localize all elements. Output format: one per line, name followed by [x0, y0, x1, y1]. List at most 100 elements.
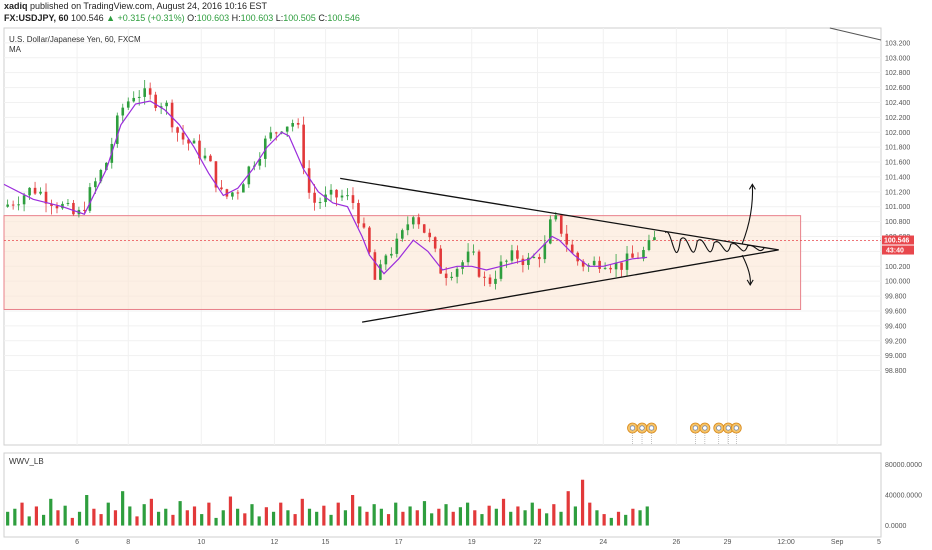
- x-tick-label: 5: [877, 539, 881, 546]
- author-name[interactable]: xadiq: [4, 1, 28, 11]
- close-value: 100.546: [327, 13, 360, 23]
- y-tick-label: 101.400: [885, 174, 910, 181]
- volume-bar: [200, 514, 204, 526]
- chart-header: xadiq published on TradingView.com, Augu…: [0, 0, 932, 26]
- candle-body: [647, 240, 651, 250]
- candle-body: [499, 261, 503, 279]
- published-text: published on TradingView.com, August 24,…: [30, 1, 268, 11]
- candle-body: [494, 278, 497, 284]
- breakout-down-arrow: [741, 254, 751, 285]
- x-tick-label: 17: [395, 539, 403, 546]
- volume-bar: [178, 501, 182, 526]
- x-tick-label: 26: [672, 539, 680, 546]
- symbol-label[interactable]: FX:USDJPY, 60: [4, 13, 69, 23]
- x-tick-label: 6: [75, 539, 79, 546]
- volume-bar: [386, 514, 391, 526]
- event-dot: [716, 425, 722, 431]
- y-tick-label: 100.000: [885, 279, 910, 286]
- candle-body: [510, 250, 514, 261]
- volume-bar: [113, 510, 118, 526]
- volume-bar: [279, 502, 283, 526]
- x-tick-label: Sep: [831, 539, 844, 546]
- moving-average-line: [3, 100, 648, 275]
- volume-bar: [588, 502, 592, 526]
- volume-bar: [408, 506, 412, 526]
- volume-bar: [70, 517, 74, 526]
- y-tick-label: 103.200: [885, 40, 910, 47]
- publish-line: xadiq published on TradingView.com, Augu…: [4, 1, 267, 11]
- low-value: 100.505: [283, 13, 316, 23]
- volume-bar: [379, 508, 383, 526]
- volume-bar: [624, 514, 628, 526]
- candle-body: [50, 203, 53, 206]
- candle-body: [329, 189, 333, 195]
- volume-bar: [609, 517, 613, 526]
- volume-bar: [465, 502, 470, 526]
- candle-body: [450, 276, 453, 278]
- candle-body: [653, 237, 656, 241]
- volume-bar: [358, 506, 362, 526]
- y-tick-label: 101.200: [885, 189, 910, 196]
- candle-body: [143, 88, 146, 97]
- volume-bar: [329, 514, 333, 526]
- volume-bar: [271, 511, 276, 526]
- volume-bar: [458, 507, 463, 526]
- volume-bar: [430, 513, 434, 526]
- candle-body: [247, 166, 251, 185]
- candle-body: [72, 202, 75, 215]
- trendline-lower: [361, 249, 779, 323]
- volume-bar: [552, 504, 556, 526]
- volume-bar: [530, 502, 534, 526]
- price-change: ▲ +0.315 (+0.31%): [106, 13, 185, 23]
- volume-bar: [185, 510, 189, 526]
- candle-body: [592, 260, 596, 266]
- last-price: 100.546: [71, 13, 104, 23]
- volume-bar: [487, 505, 491, 526]
- volume-bar: [121, 491, 125, 526]
- candle-body: [291, 123, 294, 127]
- open-label: O:: [187, 13, 197, 23]
- candle-body: [198, 140, 201, 159]
- volume-bar: [128, 506, 132, 526]
- candle-body: [11, 204, 15, 206]
- event-dot: [639, 425, 645, 431]
- y-tick-label: 101.800: [885, 145, 910, 152]
- volume-bar: [559, 511, 563, 526]
- volume-bar: [365, 511, 369, 526]
- candle-body: [373, 252, 377, 280]
- volume-bar: [480, 514, 484, 526]
- candle-body: [384, 255, 388, 265]
- volume-bar: [149, 498, 153, 526]
- candle-body: [631, 253, 634, 258]
- volume-bar: [156, 511, 161, 526]
- y-tick-label: 100.200: [885, 264, 910, 271]
- volume-bar: [444, 504, 448, 526]
- candle-body: [411, 217, 415, 225]
- volume-bar: [221, 510, 225, 526]
- volume-bar: [286, 510, 290, 526]
- candle-body: [126, 101, 130, 108]
- candle-body: [22, 195, 26, 205]
- candle-body: [614, 262, 618, 270]
- candle-body: [483, 276, 486, 278]
- candle-body: [187, 139, 190, 144]
- volume-bar: [509, 511, 513, 526]
- candle-body: [521, 258, 525, 266]
- volume-bar: [422, 501, 427, 526]
- volume-bar: [293, 514, 297, 526]
- candle-body: [559, 215, 563, 234]
- volume-bar: [192, 506, 197, 526]
- candle-body: [132, 97, 136, 102]
- candle-body: [609, 267, 612, 270]
- candle-body: [121, 107, 125, 116]
- candle-body: [538, 257, 541, 260]
- y-tick-label: 102.000: [885, 130, 910, 137]
- volume-pane-frame: [3, 452, 882, 538]
- squiggle-drawing: [664, 231, 765, 253]
- candle-body: [203, 155, 207, 159]
- open-value: 100.603: [196, 13, 230, 23]
- candle-body: [335, 189, 338, 198]
- event-dot: [692, 425, 698, 431]
- y-tick-label: 101.000: [885, 204, 910, 211]
